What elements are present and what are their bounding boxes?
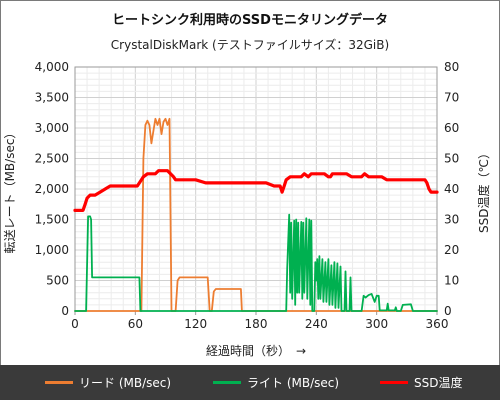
x-tick-label: 120: [184, 317, 207, 331]
y-axis-label-left: 転送レート（MB/sec）: [2, 127, 17, 254]
y-tick-label-left: 4,000: [35, 60, 69, 74]
x-tick-label: 360: [426, 317, 449, 331]
y-tick-label-left: 1,500: [35, 213, 69, 227]
x-axis-label: 経過時間（秒） →: [206, 344, 306, 358]
chart-subtitle: CrystalDiskMark (テストファイルサイズ：32GiB): [110, 38, 390, 52]
series-line-read: [74, 117, 438, 312]
y-tick-label-right: 20: [444, 243, 459, 257]
series-line-temperature: [73, 169, 439, 212]
legend-item-read: リード (MB/sec): [45, 374, 171, 390]
y-tick-label-left: 3,000: [35, 121, 69, 135]
series-line-write: [74, 213, 438, 312]
legend-item-temp: SSD温度: [380, 374, 462, 390]
y-tick-label-left: 1,000: [35, 243, 69, 257]
legend-label-write: ライト (MB/sec): [247, 375, 340, 390]
x-tick-label: 180: [245, 317, 268, 331]
series-layer: [73, 117, 439, 312]
chart-title: ヒートシンク利用時のSSDモニタリングデータ: [112, 13, 388, 28]
y-tick-label-right: 80: [444, 60, 459, 74]
x-tick-label: 300: [365, 317, 388, 331]
y-tick-label-left: 2,500: [35, 152, 69, 166]
legend-item-write: ライト (MB/sec): [213, 374, 339, 390]
x-tick-label: 0: [71, 317, 79, 331]
y-tick-label-left: 3,500: [35, 91, 69, 105]
legend-swatch-write: [213, 380, 241, 384]
chart-canvas: 0 60 120 180 240 300 36005001,0001,5002,0002,5…: [2, 60, 491, 358]
y-tick-label-right: 70: [444, 91, 459, 105]
y-tick-label-right: 60: [444, 121, 459, 135]
x-tick-label: 240: [305, 317, 328, 331]
legend-label-read: リード (MB/sec): [79, 375, 172, 390]
legend-swatch-read: [45, 380, 73, 384]
y-axis-label-right: SSD温度（℃）: [476, 147, 491, 233]
y-tick-label-left: 500: [46, 274, 69, 288]
legend-swatch-temp: [380, 380, 408, 384]
y-tick-label-right: 50: [444, 152, 459, 166]
y-tick-label-right: 0: [444, 304, 452, 318]
y-tick-label-left: 2,000: [35, 182, 69, 196]
y-tick-label-left: 0: [61, 304, 69, 318]
y-tick-label-right: 30: [444, 213, 459, 227]
legend-label-temp: SSD温度: [414, 375, 463, 390]
grid: [74, 66, 438, 312]
tick-labels: 0 60 120 180 240 300 36005001,0001,5002,0002,5…: [35, 60, 460, 331]
y-tick-label-right: 10: [444, 274, 459, 288]
x-tick-label: 60: [128, 317, 143, 331]
legend: リード (MB/sec) ライト (MB/sec) SSD温度: [0, 365, 500, 400]
y-tick-label-right: 40: [444, 182, 459, 196]
